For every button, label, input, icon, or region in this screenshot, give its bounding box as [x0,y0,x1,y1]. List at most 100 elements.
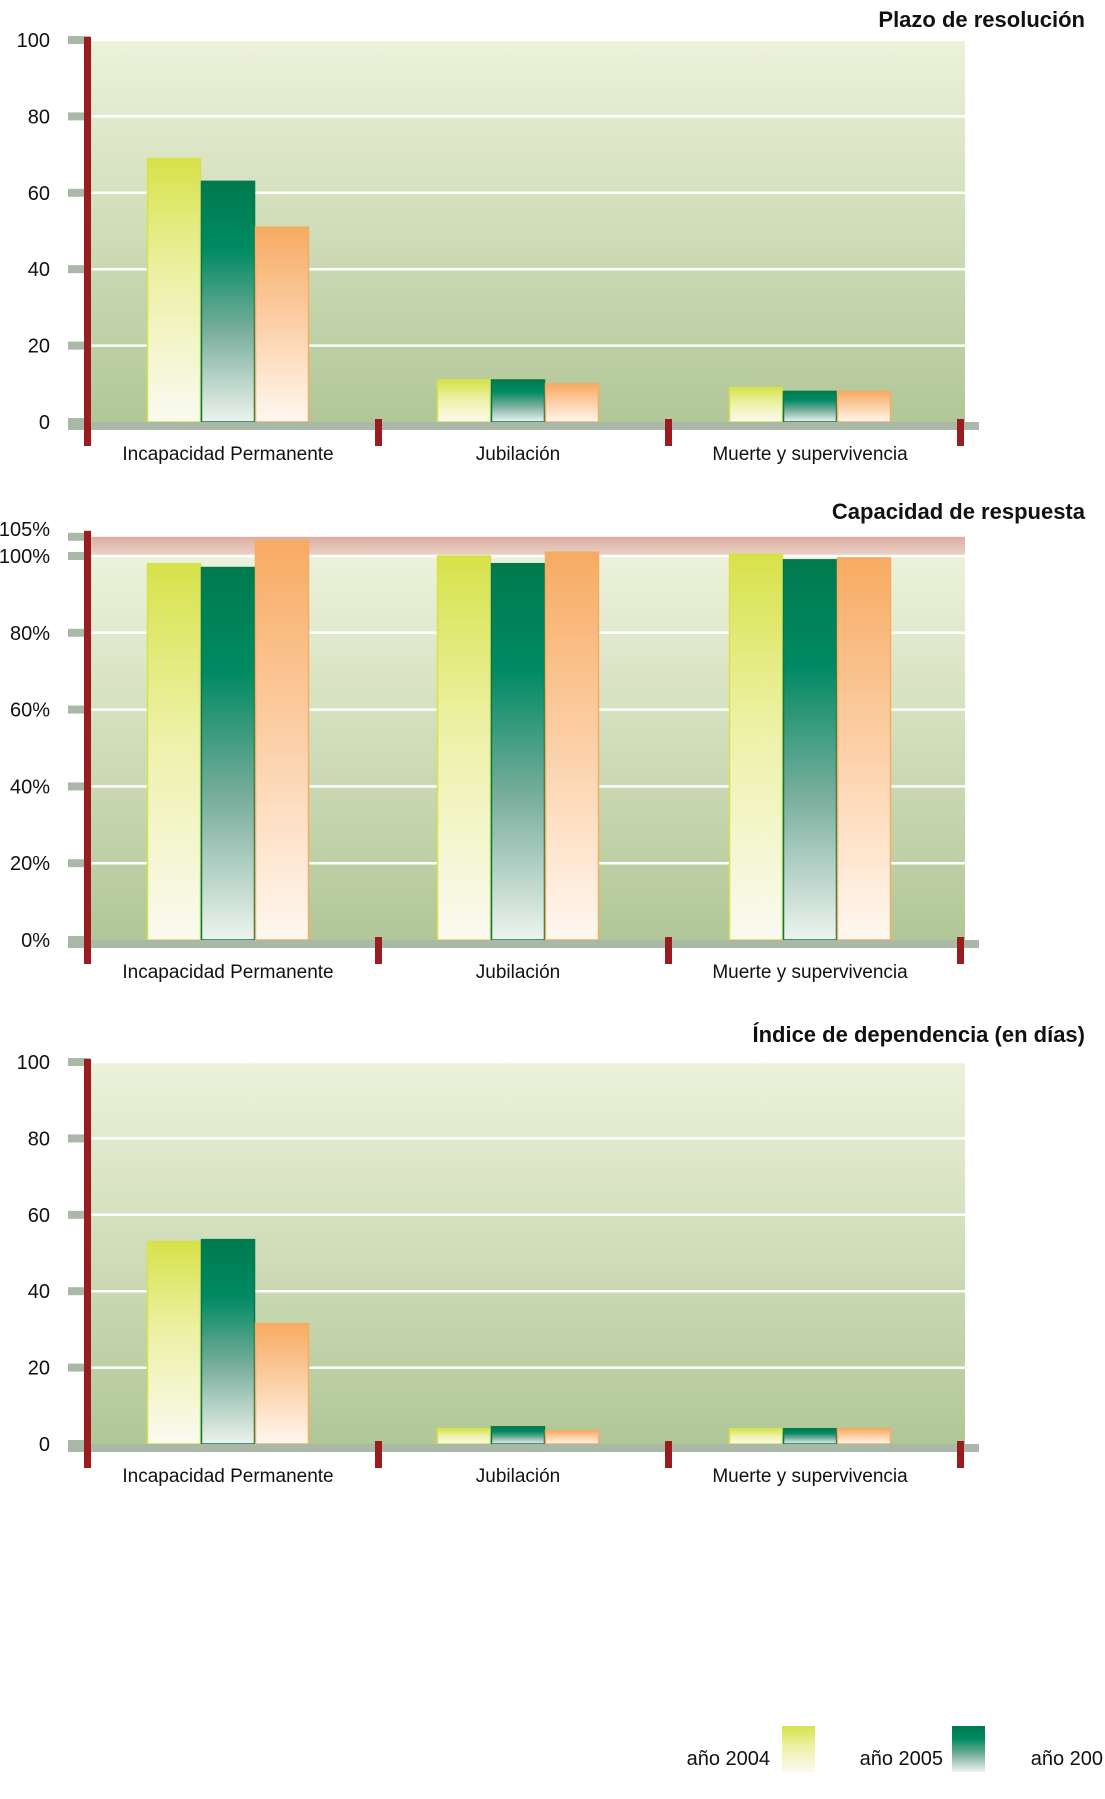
category-separator [957,1441,964,1468]
bar-series1-cat1 [146,1240,202,1445]
tick-mark [68,188,90,197]
bar-series1-cat3 [728,1427,784,1445]
tick-mark [68,36,90,44]
y-tick-label: 100 [17,30,50,52]
y-axis-line [84,37,91,446]
x-category-label: Incapacidad Permanente [122,962,333,983]
y-tick-label: 60 [28,183,50,205]
bar-series3-cat3 [836,557,892,941]
bar-series1-cat1 [146,157,202,423]
chart-panel-1: 0 20 40 60 80 100 Incapacidad Permanente Jubila… [17,7,1085,465]
legend-label: año 2005 [860,1748,943,1770]
bar-series3-cat2 [544,1429,600,1445]
bar-series3-cat3 [836,1427,892,1445]
bar-series2-cat2 [490,562,546,941]
tick-mark [68,341,90,350]
chart-panel-3: 0 20 40 60 80 100 Incapacidad Permanente Jubila… [17,1022,1085,1487]
y-tick-label: 100 [17,1052,50,1074]
bar-series3-cat2 [544,551,600,941]
category-separator [957,937,964,964]
tick-mark [68,1134,90,1143]
y-tick-label: 60% [10,700,50,722]
bar-series3-cat1 [254,539,310,941]
x-category-label: Muerte y supervivencia [712,444,908,465]
tick-mark [68,532,90,541]
tick-mark [68,1210,90,1219]
legend-label: año 2004 [687,1748,770,1770]
y-tick-label: 80 [28,106,50,128]
tick-mark [68,1058,90,1066]
tick-mark [68,782,90,791]
tick-mark [68,1363,90,1372]
x-category-label: Incapacidad Permanente [122,444,333,465]
y-tick-label: 80% [10,623,50,645]
bar-series1-cat2 [436,379,492,423]
category-separator [665,419,672,446]
target-band [90,536,965,556]
bar-series3-cat1 [254,1322,310,1445]
y-tick-label: 100% [0,546,50,568]
chart-title: Índice de dependencia (en días) [752,1022,1085,1047]
y-axis-line [84,530,91,964]
x-axis-baseline [68,422,979,430]
tick-mark [68,1287,90,1296]
category-separator [375,937,382,964]
y-tick-label: 80 [28,1128,50,1150]
tick-mark [68,705,90,714]
chart-title: Capacidad de respuesta [832,499,1086,524]
bar-series2-cat3 [782,1427,838,1445]
x-category-label: Muerte y supervivencia [712,962,908,983]
y-tick-label: 20% [10,853,50,875]
y-tick-label: 0 [39,412,50,434]
y-tick-label: 40 [28,259,50,281]
category-separator [665,937,672,964]
bar-series2-cat3 [782,390,838,423]
y-tick-label: 40 [28,1281,50,1303]
bar-series2-cat1 [200,180,256,423]
legend: año 2004 año 2005 año 200 [687,1726,1103,1772]
x-category-label: Incapacidad Permanente [122,1466,333,1487]
legend-label: año 200 [1031,1748,1103,1770]
x-category-label: Jubilación [476,444,561,465]
bar-series1-cat2 [436,1427,492,1445]
category-separator [665,1441,672,1468]
legend-swatch-2 [952,1726,985,1772]
tick-mark [68,628,90,637]
chart-title: Plazo de resolución [878,7,1085,32]
bar-series3-cat3 [836,390,892,423]
category-separator [375,419,382,446]
bar-series2-cat3 [782,559,838,941]
bar-series2-cat1 [200,566,256,941]
bar-series3-cat2 [544,383,600,423]
bar-series1-cat3 [728,553,784,941]
y-axis-line [84,1059,91,1468]
category-separator [375,1441,382,1468]
bar-series3-cat1 [254,226,310,423]
bar-series2-cat2 [490,1426,546,1445]
y-tick-label: 20 [28,336,50,358]
y-tick-label: 0% [21,930,50,952]
y-tick-label: 0 [39,1434,50,1456]
legend-swatch-1 [782,1726,815,1772]
category-separator [957,419,964,446]
x-axis-baseline [68,940,979,948]
bar-series2-cat1 [200,1238,256,1445]
bar-series1-cat3 [728,386,784,423]
y-tick-label: 20 [28,1358,50,1380]
x-category-label: Muerte y supervivencia [712,1466,908,1487]
x-category-label: Jubilación [476,1466,561,1487]
y-tick-label: 105% [0,519,50,541]
tick-mark [68,112,90,121]
y-tick-label: 40% [10,776,50,798]
tick-mark [68,552,90,560]
tick-mark [68,859,90,868]
bar-series1-cat2 [436,555,492,941]
x-category-label: Jubilación [476,962,561,983]
bar-series2-cat2 [490,379,546,423]
y-tick-label: 60 [28,1205,50,1227]
tick-mark [68,265,90,274]
x-axis-baseline [68,1444,979,1452]
chart-panel-2: 0% 20% 40% 60% 80% 100% 105% Incapacidad Perman… [0,499,1086,983]
